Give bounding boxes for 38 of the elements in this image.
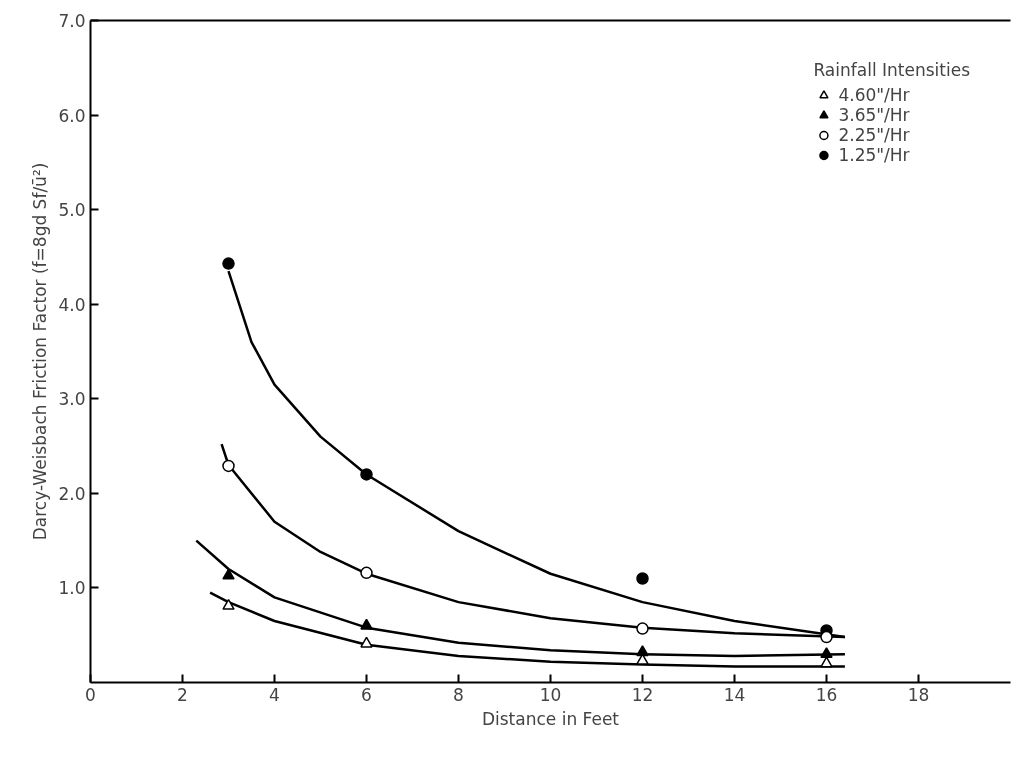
x-axis-title: Distance in Feet (481, 708, 620, 729)
y-tick-label: 1.0 (58, 578, 86, 599)
x-tick-label: 18 (907, 684, 930, 705)
point (222, 459, 235, 473)
y-tick-label: 3.0 (58, 389, 86, 410)
point (636, 645, 649, 657)
x-tick-label: 0 (85, 684, 96, 705)
y-tick-label: 6.0 (58, 105, 86, 126)
x-tick-label: 12 (631, 684, 654, 705)
x-tick-label: 16 (815, 684, 838, 705)
legend-title: Rainfall Intensities (813, 60, 970, 80)
legend-label: 3.65"/Hr (838, 105, 910, 125)
x-tick-label: 8 (453, 684, 464, 705)
x-tick-label: 10 (539, 684, 562, 705)
point (222, 568, 235, 580)
point (360, 618, 373, 630)
point (360, 468, 373, 481)
y-tick-label: 2.0 (58, 483, 86, 504)
x-tick-label: 2 (177, 684, 188, 705)
point (360, 636, 373, 648)
point (820, 630, 833, 644)
legend-label: 2.25"/Hr (838, 125, 910, 145)
y-tick-label: 4.0 (58, 294, 86, 315)
x-tick-label: 6 (361, 684, 372, 705)
x-tick-label: 14 (723, 684, 746, 705)
x-tick-label: 4 (269, 684, 280, 705)
legend-label: 1.25"/Hr (838, 145, 910, 165)
y-tick-label: 7.0 (58, 11, 86, 31)
point (222, 257, 235, 270)
point (636, 622, 649, 635)
y-axis-title: Darcy-Weisbach Friction Factor (f=8gd Sf/ū²) (30, 162, 51, 541)
point (820, 647, 833, 659)
point (636, 572, 649, 585)
point (222, 598, 235, 610)
line-series (208, 591, 847, 668)
y-tick-label: 5.0 (58, 200, 86, 221)
legend-label: 4.60"/Hr (838, 85, 910, 105)
point (360, 566, 373, 580)
